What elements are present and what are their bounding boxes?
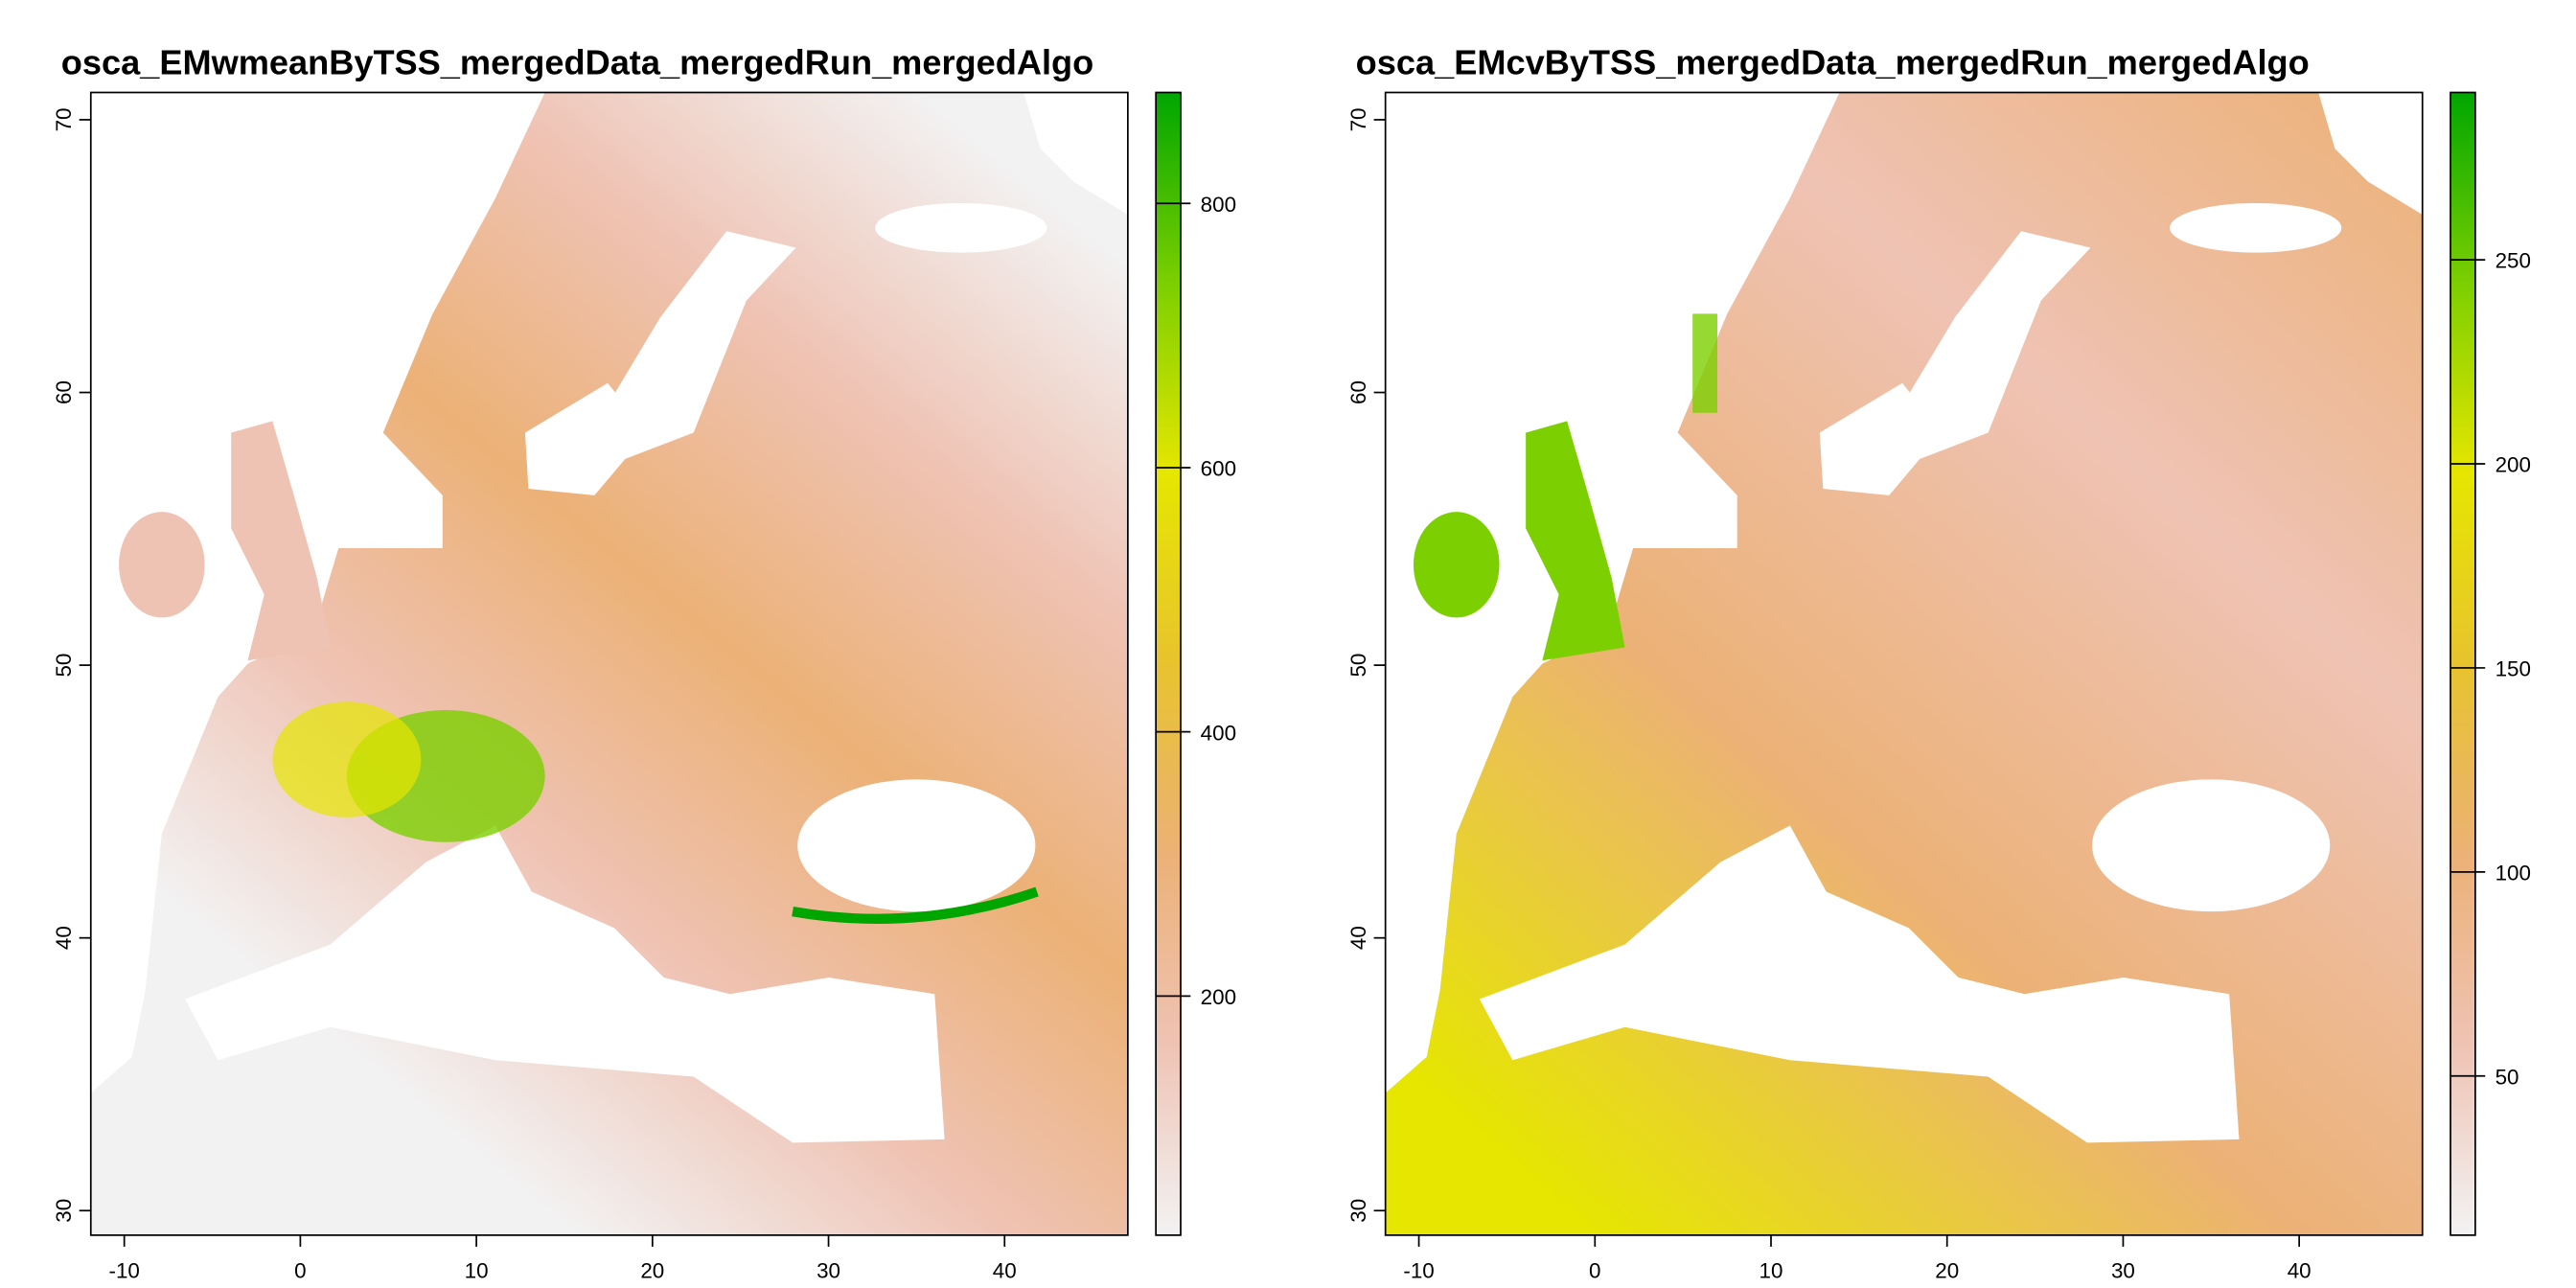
colorbar xyxy=(2450,91,2476,1236)
y-tick-label: 50 xyxy=(1346,654,1370,678)
x-tick-label: 30 xyxy=(2111,1259,2135,1283)
colorbar-tick-label: 200 xyxy=(1201,985,1236,1009)
y-tick-label: 30 xyxy=(52,1199,76,1223)
x-tick-label: 10 xyxy=(1760,1259,1783,1283)
chart-title: osca_EMwmeanByTSS_mergedData_mergedRun_m… xyxy=(61,43,1093,82)
x-tick-label: 0 xyxy=(294,1259,306,1283)
y-tick-label: 30 xyxy=(1346,1199,1370,1223)
map-panel: osca_EMcvByTSS_mergedData_mergedRun_merg… xyxy=(1346,43,2531,1283)
plot-frame xyxy=(89,91,1129,1236)
y-tick-label: 60 xyxy=(1346,380,1370,404)
map-panel: osca_EMwmeanByTSS_mergedData_mergedRun_m… xyxy=(52,43,1236,1283)
colorbar-tick-label: 600 xyxy=(1201,457,1236,481)
x-tick-label: 30 xyxy=(816,1259,840,1283)
y-tick-label: 40 xyxy=(52,926,76,950)
colorbar-tick-label: 250 xyxy=(2496,249,2531,273)
colorbar-tick-label: 150 xyxy=(2496,657,2531,681)
colorbar-tick-label: 50 xyxy=(2496,1065,2519,1089)
hotspot xyxy=(1692,313,1717,413)
y-tick-label: 70 xyxy=(1346,107,1370,131)
y-tick-label: 40 xyxy=(1346,926,1370,950)
colorbar-tick-label: 200 xyxy=(2496,453,2531,477)
colorbar-tick-label: 400 xyxy=(1201,721,1236,745)
plot-frame xyxy=(1384,91,2424,1236)
colorbar-tick-label: 800 xyxy=(1201,193,1236,217)
x-tick-label: 40 xyxy=(993,1259,1017,1283)
y-tick-label: 70 xyxy=(52,107,76,131)
y-tick-label: 50 xyxy=(52,654,76,678)
x-tick-label: 20 xyxy=(640,1259,664,1283)
x-tick-label: 40 xyxy=(2288,1259,2312,1283)
x-tick-label: 20 xyxy=(1935,1259,1959,1283)
x-tick-label: 0 xyxy=(1589,1259,1600,1283)
colorbar xyxy=(1155,91,1182,1236)
x-tick-label: 10 xyxy=(465,1259,489,1283)
y-tick-label: 60 xyxy=(52,380,76,404)
colorbar-tick-label: 100 xyxy=(2496,861,2531,885)
x-tick-label: -10 xyxy=(108,1259,139,1283)
chart-title: osca_EMcvByTSS_mergedData_mergedRun_merg… xyxy=(1356,43,2310,82)
x-tick-label: -10 xyxy=(1403,1259,1434,1283)
hotspot xyxy=(272,702,422,817)
hotspot xyxy=(792,886,1039,924)
